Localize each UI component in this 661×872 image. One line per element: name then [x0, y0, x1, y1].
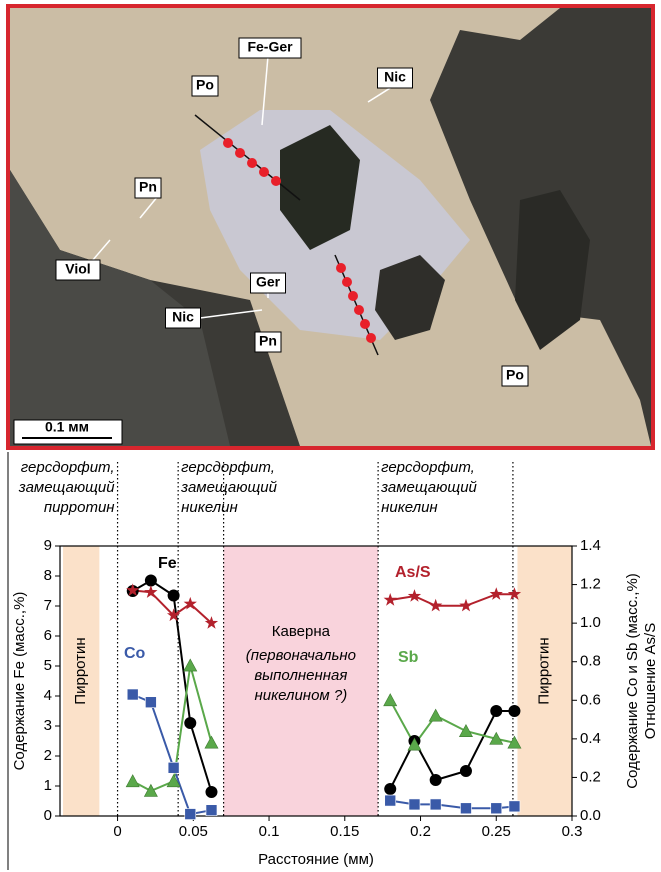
x-tick-label: 0.05 [179, 823, 208, 840]
y2-tick-label: 0.8 [580, 653, 601, 670]
marker [430, 775, 441, 786]
x-tick-label: 0.1 [259, 823, 280, 840]
region-label: (первоначально [246, 647, 356, 664]
y-tick-label: 9 [44, 537, 52, 554]
marker [491, 803, 502, 814]
x-tick-label: 0 [113, 823, 121, 840]
x-tick-label: 0.3 [562, 823, 583, 840]
marker [206, 787, 217, 798]
marker [490, 587, 503, 600]
y2-tick-label: 0.2 [580, 768, 601, 785]
figure: Po Fe-Ger Nic Pn Viol Ger Nic Pn Po 0.1 мм Содер… [0, 0, 661, 872]
marker [459, 725, 472, 737]
marker [459, 599, 472, 612]
annotation: герсдорфит, [381, 459, 475, 476]
annotation: пирротин [44, 499, 115, 516]
y-tick-label: 5 [44, 657, 52, 674]
photo-label: Po [506, 367, 524, 383]
marker [145, 575, 156, 586]
marker [127, 689, 138, 700]
y2-tick-label: 0.4 [580, 730, 601, 747]
scale-label: 0.1 мм [45, 419, 89, 435]
y-tick-label: 2 [44, 747, 52, 764]
marker [460, 803, 471, 814]
y-tick-label: 3 [44, 717, 52, 734]
page: {"photo": { "labels": ["Po", "Fe-Ger", "… [0, 0, 661, 872]
y-tick-label: 7 [44, 597, 52, 614]
marker [168, 590, 179, 601]
y2-tick-label: 0.0 [580, 807, 601, 824]
region-label: Пирротин [72, 637, 89, 704]
marker [385, 795, 396, 806]
marker [185, 809, 196, 820]
y2-axis-label: Содержание Co и Sb (масс.,%) [624, 573, 641, 789]
marker [460, 766, 471, 777]
y2-tick-label: 0.6 [580, 691, 601, 708]
y-axis-label: Содержание Fe (масс.,%) [11, 592, 28, 771]
annotation: никелин [181, 499, 238, 516]
annotation: герсдорфит, [181, 459, 275, 476]
y-tick-label: 0 [44, 807, 52, 824]
photo-label: Fe-Ger [247, 39, 293, 55]
photo-label: Nic [384, 69, 406, 85]
region-label: Каверна [272, 623, 331, 640]
chart: Содержание Fe (масс.,%) Содержание Co и … [11, 459, 659, 868]
marker [491, 706, 502, 717]
marker [509, 706, 520, 717]
marker [429, 599, 442, 612]
y2-tick-label: 1.2 [580, 576, 601, 593]
marker [205, 736, 218, 748]
region-label: никелином ?) [254, 687, 347, 704]
series-label: Fe [158, 555, 177, 572]
marker [408, 589, 421, 602]
photo-label: Po [196, 77, 214, 93]
annotation: замещающий [18, 479, 115, 496]
x-tick-label: 0.25 [482, 823, 511, 840]
x-tick-label: 0.2 [410, 823, 431, 840]
marker [144, 784, 157, 796]
series-label: As/S [395, 564, 431, 581]
x-axis-label: Расстояние (мм) [258, 851, 374, 868]
photo-label: Nic [172, 309, 194, 325]
marker [430, 799, 441, 810]
marker [385, 784, 396, 795]
marker [184, 659, 197, 671]
annotation: герсдорфит, [21, 459, 115, 476]
marker [429, 709, 442, 721]
y-tick-label: 4 [44, 687, 52, 704]
y2-axis-label: Отношение As/S [642, 623, 659, 739]
marker [509, 801, 520, 812]
y-tick-label: 1 [44, 777, 52, 794]
marker [409, 799, 420, 810]
photo-label: Pn [139, 179, 157, 195]
annotation: никелин [381, 499, 438, 516]
x-tick-label: 0.15 [330, 823, 359, 840]
marker [185, 718, 196, 729]
marker [168, 762, 179, 773]
series-label: Co [124, 645, 146, 662]
series-label: Sb [398, 649, 419, 666]
region-label: Пирротин [536, 637, 553, 704]
annotation: замещающий [180, 479, 277, 496]
marker [206, 805, 217, 816]
y-tick-label: 8 [44, 567, 52, 584]
marker [384, 694, 397, 706]
region-label: выполненная [254, 667, 347, 684]
photo-label: Pn [259, 333, 277, 349]
photo-label: Ger [256, 274, 281, 290]
annotation: замещающий [380, 479, 477, 496]
micrograph: Po Fe-Ger Nic Pn Viol Ger Nic Pn Po 0.1 мм [8, 6, 653, 448]
y2-tick-label: 1.4 [580, 537, 601, 554]
y2-tick-label: 1.0 [580, 614, 601, 631]
marker [145, 697, 156, 708]
marker [126, 775, 139, 787]
photo-label: Viol [65, 261, 90, 277]
y-tick-label: 6 [44, 627, 52, 644]
